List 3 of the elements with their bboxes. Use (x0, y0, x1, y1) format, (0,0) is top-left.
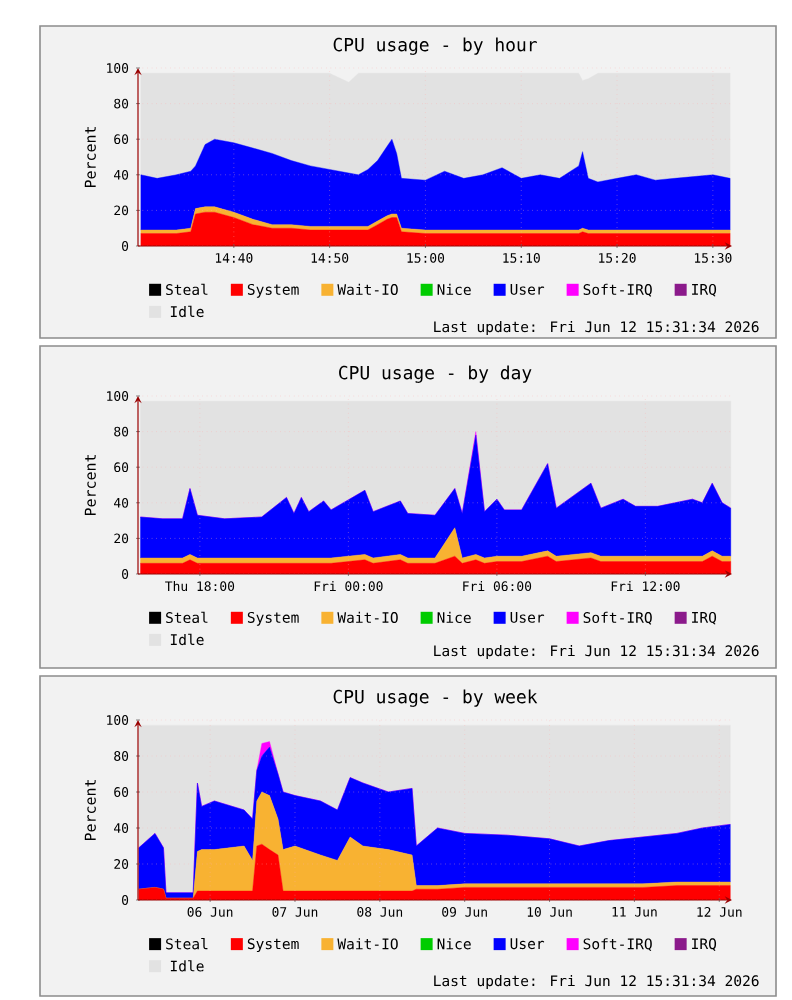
chart-title: CPU usage - by hour (333, 37, 537, 55)
chart-title: CPU usage - by day (339, 365, 532, 383)
chart-title: CPU usage - by week (333, 689, 538, 707)
